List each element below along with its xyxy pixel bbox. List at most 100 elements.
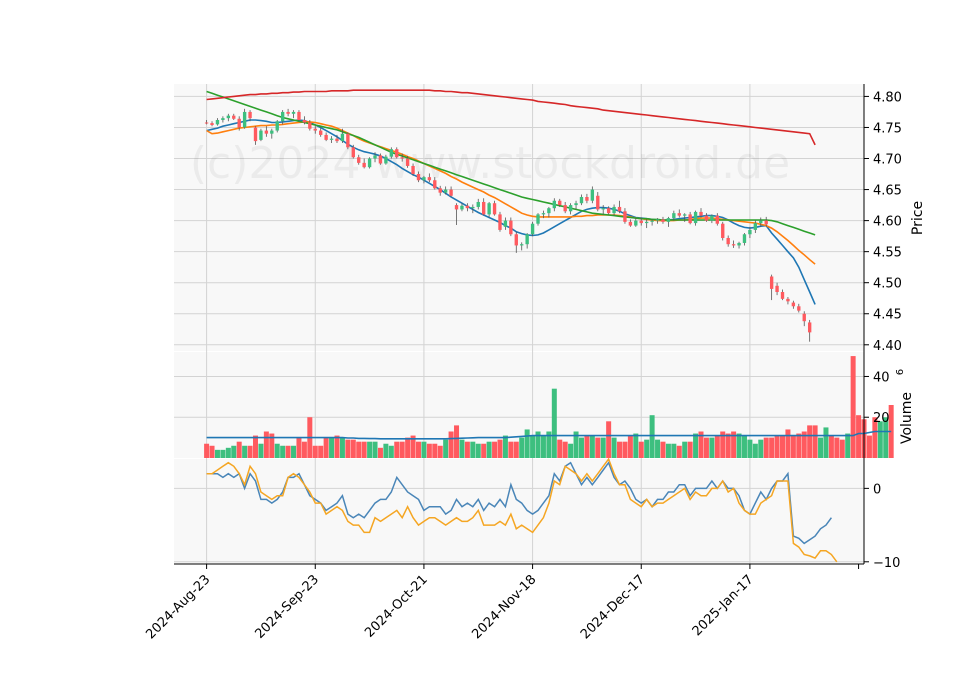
candle-body [759,220,763,224]
candle-body [650,220,654,222]
candle [568,203,573,215]
candle-body [226,115,231,119]
candle-body [476,201,480,207]
candle-body [346,133,350,148]
candle-body [699,211,703,216]
candle-body [487,203,491,215]
candle-body [395,149,399,158]
candle-body [520,244,524,246]
volume-bar [665,443,671,458]
candle [612,204,616,216]
x-tick-label: 2024-Sep-23 [252,572,322,642]
candle [514,231,518,253]
volume-bar [638,441,644,458]
candle-body [362,162,366,168]
candle [454,203,459,225]
volume-bar [725,433,731,458]
candle-body [791,302,796,307]
candle-body [710,215,714,221]
candle [498,211,502,232]
price-tick-label: 4.45 [873,308,902,323]
volume-tick-label: 40 [873,370,890,385]
candle-body [634,220,638,226]
volume-bar [497,439,503,458]
oscillator-panel [206,457,838,563]
volume-bar [513,441,519,458]
volume-bar [703,437,709,458]
candle-body [683,214,687,216]
volume-bar [454,425,460,458]
candle [536,213,540,226]
volume-bar [361,441,367,458]
candle-body [280,111,285,122]
candle-body [351,147,355,158]
candle [270,128,274,139]
volume-bar [676,445,682,458]
candle-body [498,214,502,230]
candle [373,152,377,163]
volume-bar [236,441,242,458]
volume-average-line [206,430,892,440]
volume-bar [530,435,536,458]
candle-body [335,138,339,142]
candle-body [769,276,774,289]
candle-body [525,234,529,245]
candle [606,206,611,215]
candle [384,154,388,165]
volume-tick-label: 20 [873,411,890,426]
candle [449,186,453,198]
volume-bar [747,439,753,458]
candle [775,282,779,296]
volume-bar [763,437,769,458]
volume-bar [377,447,383,458]
volume-bar [589,435,595,458]
candle [764,216,768,227]
candle-body [536,214,540,224]
candle [541,210,546,219]
candle [655,218,660,224]
volume-bar [655,439,661,458]
volume-bar [584,435,590,458]
volume-bar [682,441,688,458]
candle [731,240,736,248]
volume-bar [350,439,356,458]
candle-body [775,285,779,293]
volume-bar [394,441,400,458]
volume-bar [410,435,416,458]
volume-bar [231,445,237,458]
volume-bar [492,441,498,458]
candle [509,217,513,237]
oscillator-tick-label: −10 [873,556,900,571]
candle-body [574,203,578,206]
volume-bar [405,437,411,458]
candle [275,120,279,133]
candle [596,192,600,212]
candle-body [264,130,269,134]
candle [601,205,605,215]
candle [297,110,301,122]
volume-bar [448,431,454,458]
volume-bar [557,439,563,458]
candle-body [585,197,589,201]
candle-body [661,219,665,222]
price-tick-label: 4.50 [873,277,902,292]
volume-bar [296,437,302,458]
candle-body [367,158,372,168]
volume-bar [356,441,362,458]
volume-bar [323,437,329,458]
volume-bar [834,437,840,458]
volume-bar [866,435,872,458]
volume-bar [839,439,845,458]
candle-body [270,130,274,134]
candle-body [503,220,508,227]
volume-bar [568,443,574,458]
volume-bar [687,441,693,458]
candle-body [438,188,442,193]
candle [280,110,285,125]
candle-body [291,111,296,114]
candle [242,108,247,129]
volume-bar [372,441,378,458]
candle [525,233,529,249]
volume-bar [796,433,802,458]
